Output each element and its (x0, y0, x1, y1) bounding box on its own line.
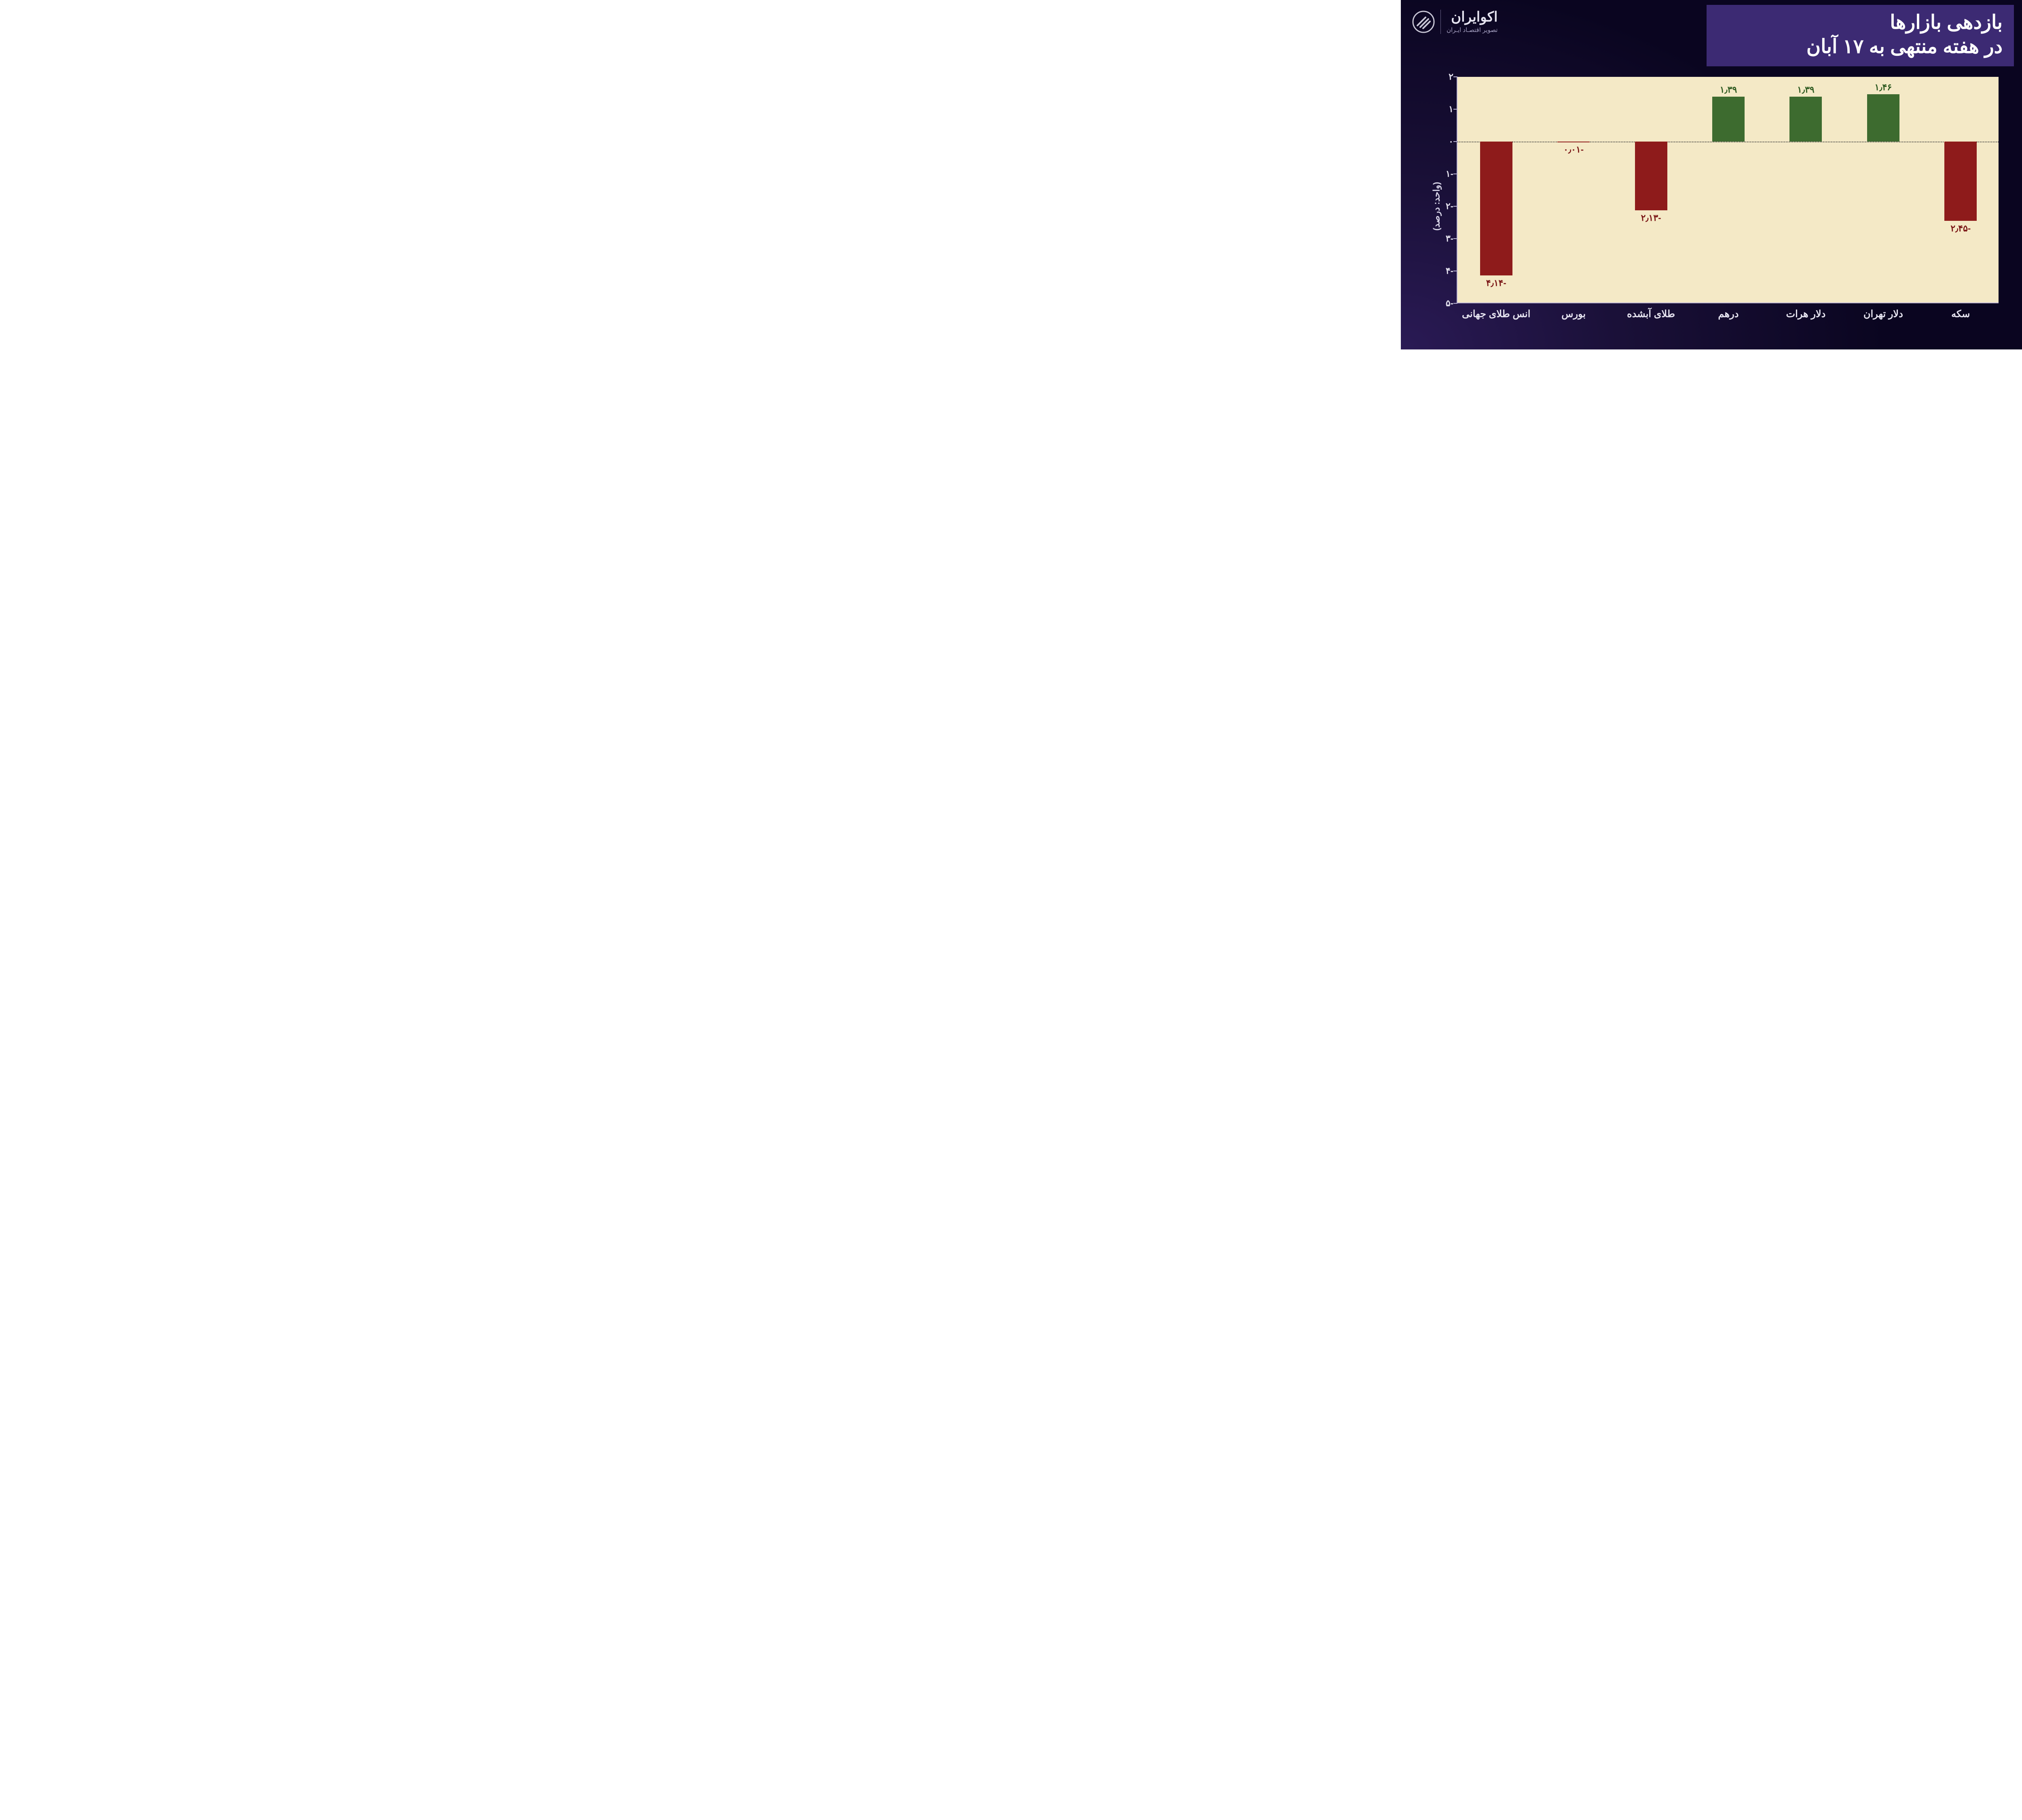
x-category-label: درهم (1718, 308, 1739, 320)
bar (1712, 97, 1745, 142)
bar-value-label: -۴٫۱۴ (1468, 278, 1525, 288)
bar-value-label: ۱٫۳۹ (1777, 85, 1834, 95)
y-tick-label: -۳ (1437, 233, 1453, 244)
bar (1789, 97, 1822, 142)
y-tick-label: -۲ (1437, 201, 1453, 212)
brand-tagline: تصویر اقتصـاد ایـران (1447, 26, 1497, 34)
y-tick (1453, 76, 1457, 77)
y-tick-label: ۰ (1437, 136, 1453, 147)
title-panel: بازدهی بازارها در هفته منتهی به ۱۷ آبان (1707, 5, 2014, 66)
x-category-label: طلای آبشده (1627, 308, 1675, 320)
chart-area: (واحد: درصد) ۲۱۰-۱-۲-۳-۴-۵-۲٫۴۵سکه۱٫۴۶دل… (1433, 77, 2007, 336)
y-tick-label: -۵ (1437, 298, 1453, 309)
y-tick-label: ۲ (1437, 72, 1453, 82)
bar (1944, 142, 1977, 221)
bar (1635, 142, 1667, 210)
brand-divider (1440, 10, 1441, 34)
bar-value-label: ۱٫۳۹ (1700, 85, 1757, 95)
bar-value-label: -۲٫۱۳ (1623, 213, 1679, 223)
y-tick (1453, 206, 1457, 207)
x-category-label: انس طلای جهانی (1462, 308, 1530, 320)
y-tick (1453, 109, 1457, 110)
bar-value-label: -۰٫۰۱ (1545, 144, 1602, 155)
bar-value-label: -۲٫۴۵ (1932, 223, 1989, 234)
y-tick-label: -۴ (1437, 266, 1453, 276)
y-tick (1453, 238, 1457, 239)
y-tick-label: ۱ (1437, 104, 1453, 114)
y-tick (1453, 141, 1457, 142)
brand-logo-icon (1412, 11, 1435, 33)
bar (1480, 142, 1512, 275)
title-line-1: بازدهی بازارها (1718, 11, 2003, 35)
brand-name: اکوایران (1447, 10, 1497, 24)
title-line-2: در هفته منتهی به ۱۷ آبان (1718, 35, 2003, 59)
x-category-label: بورس (1561, 308, 1586, 320)
x-category-label: دلار هرات (1786, 308, 1826, 320)
y-tick-label: -۱ (1437, 169, 1453, 179)
bar-value-label: ۱٫۴۶ (1855, 82, 1912, 93)
x-category-label: دلار تهران (1863, 308, 1903, 320)
plot-region: ۲۱۰-۱-۲-۳-۴-۵-۲٫۴۵سکه۱٫۴۶دلار تهران۱٫۳۹د… (1457, 77, 1999, 303)
bar (1867, 94, 1899, 142)
brand-block: اکوایران تصویر اقتصـاد ایـران (1412, 10, 1497, 34)
y-tick (1453, 303, 1457, 304)
x-category-label: سکه (1951, 308, 1970, 320)
